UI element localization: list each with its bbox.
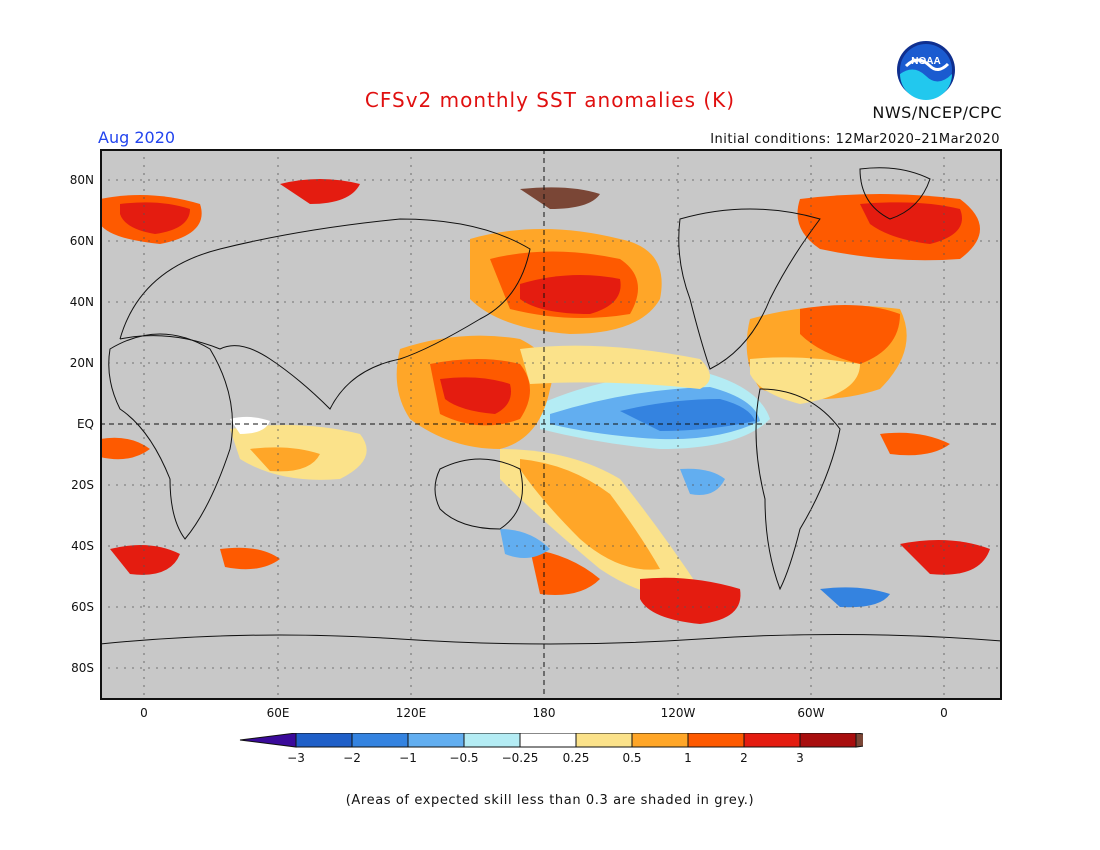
- lat-label-20n: 20N: [69, 356, 94, 370]
- map-title: CFSv2 monthly SST anomalies (K): [364, 88, 736, 112]
- lon-label-60w: 60W: [797, 706, 825, 720]
- colorbar-bin: [687, 733, 745, 748]
- lon-label-120w: 120W: [660, 706, 696, 720]
- colorbar-tick-label: −2: [343, 751, 361, 765]
- lat-label-20s: 20S: [71, 478, 94, 492]
- map-frame: [100, 149, 1002, 700]
- equator-dateline: [100, 149, 1002, 700]
- colorbar-tick-label: −0.5: [449, 751, 478, 765]
- colorbar-tick-label: 3: [796, 751, 804, 765]
- svg-text:NOAA: NOAA: [911, 56, 940, 67]
- colorbar-tick-label: 0.25: [563, 751, 590, 765]
- noaa-logo: NOAA: [897, 41, 955, 100]
- colorbar-bin: [519, 733, 577, 748]
- sst-anomaly-map: [100, 149, 1002, 700]
- lat-label-40n: 40N: [69, 295, 94, 309]
- lat-label-eq: EQ: [76, 417, 94, 431]
- colorbar-underflow: [239, 733, 297, 748]
- colorbar-bin: [799, 733, 857, 748]
- colorbar-bin: [743, 733, 801, 748]
- colorbar-tick-label: −3: [287, 751, 305, 765]
- lon-label-60e: 60E: [266, 706, 290, 720]
- colorbar-overflow: [855, 733, 863, 748]
- lon-label-120e: 120E: [395, 706, 427, 720]
- initial-conditions: Initial conditions: 12Mar2020–21Mar2020: [710, 132, 1000, 147]
- lat-label-60s: 60S: [71, 600, 94, 614]
- colorbar-bin: [351, 733, 409, 748]
- lat-label-80s: 80S: [71, 661, 94, 675]
- colorbar: −3 −2 −1 −0.5 −0.25 0.25 0.5 1 2 3: [239, 733, 863, 765]
- sst-anomaly-patches: [100, 179, 990, 624]
- colorbar-tick-label: 1: [684, 751, 692, 765]
- lat-label-40s: 40S: [71, 539, 94, 553]
- colorbar-tick-label: 0.5: [622, 751, 641, 765]
- colorbar-tick-label: −0.25: [502, 751, 539, 765]
- skill-note: (Areas of expected skill less than 0.3 a…: [345, 793, 755, 808]
- lon-label-0-east: 0: [940, 706, 948, 720]
- colorbar-bin: [575, 733, 633, 748]
- lon-label-180: 180: [532, 706, 556, 720]
- forecast-period: Aug 2020: [98, 128, 176, 147]
- colorbar-bin: [295, 733, 353, 748]
- colorbar-bin: [631, 733, 689, 748]
- colorbar-bin: [407, 733, 465, 748]
- lat-label-60n: 60N: [69, 234, 94, 248]
- lon-label-0: 0: [140, 706, 148, 720]
- coastlines: [100, 167, 1002, 645]
- agency-label: NWS/NCEP/CPC: [872, 103, 1002, 122]
- lat-label-80n: 80N: [69, 173, 94, 187]
- colorbar-tick-label: −1: [399, 751, 417, 765]
- colorbar-tick-label: 2: [740, 751, 748, 765]
- colorbar-bin: [463, 733, 521, 748]
